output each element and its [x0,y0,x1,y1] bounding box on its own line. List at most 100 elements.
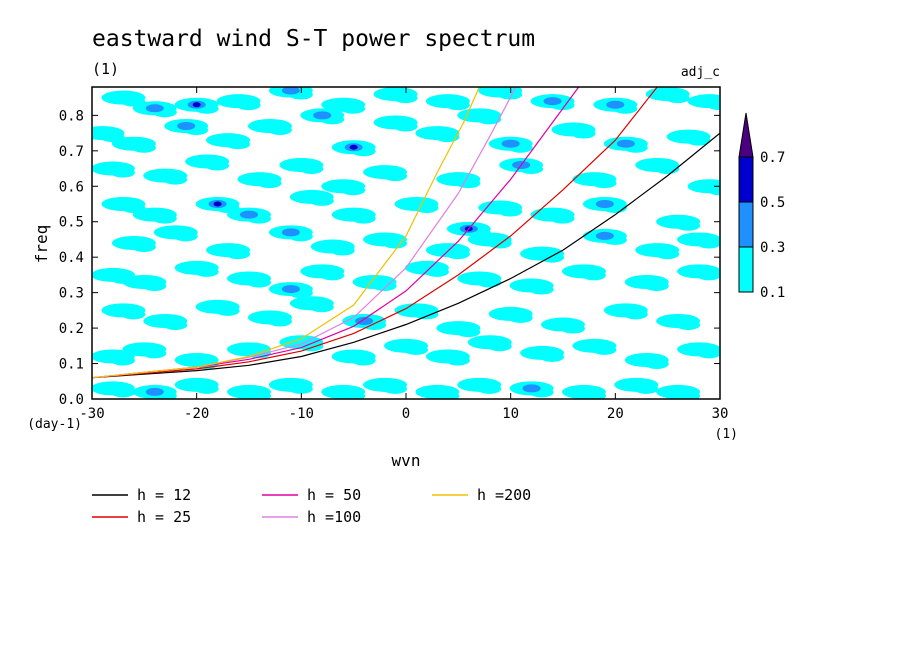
contour-blob [665,93,690,104]
contour-blob [571,128,596,139]
x-tick-label: 30 [712,406,729,422]
contour-blob [142,281,167,291]
contour-blob [508,312,533,323]
contour-blob [110,167,135,178]
contour-blob [131,142,156,153]
colorbar-segment [738,156,754,203]
dispersion-curve [92,87,580,379]
legend-label: h =100 [307,508,361,526]
contour-blob [456,327,481,338]
contour-blob-core [281,285,300,294]
contour-blob [540,351,565,362]
contour-blob-core [606,100,625,109]
contour-blob [561,323,585,334]
contour-blob [581,270,606,281]
contour-blob-core [522,384,541,393]
contour-blob-core [543,97,562,106]
contour-blob [194,383,219,394]
contour-fill-layer [92,87,720,399]
contour-blob [299,341,324,352]
contour-blob [445,355,470,366]
contour-blob [267,125,292,135]
colorbar-segment [738,246,754,293]
dispersion-curve [92,87,480,379]
colorbar-label: 0.1 [760,285,785,301]
contour-blob [581,390,606,399]
contour-blob [487,341,512,352]
contour-blob [456,178,481,189]
y-tick-label: 0.2 [59,321,84,337]
contour-blob [655,249,680,260]
y-tick-label: 0.6 [59,179,84,195]
contour-blob-peak [213,201,222,207]
contour-blob [435,132,460,143]
contour-blob [351,355,376,366]
contour-blob [383,238,408,249]
y-axis: 0.0 0.1 0.2 0.3 0.4 0.5 0.6 0.7 0.8 [59,108,720,408]
contour-blob-peak [349,144,358,150]
colorbar-label: 0.5 [760,195,785,211]
contour-blob [414,309,439,320]
contour-blob [697,270,720,281]
contour-blob [623,309,648,320]
contour-blob [644,359,669,369]
contour-blob [142,348,167,359]
contour-blob-core [281,228,300,237]
contour-blob [320,270,345,281]
x-tick-label: 20 [607,406,624,422]
contour-blob-core [313,111,332,120]
contour-blob [676,390,701,399]
chart-subtitle: (1) [92,60,119,78]
contour-blob-core [177,122,196,130]
contour-blob [163,320,188,330]
contour-blob-core [145,387,164,396]
dispersion-curve [92,87,658,379]
contour-blob [707,185,720,196]
contour-blob [257,178,282,189]
contour-blob [372,281,397,291]
chart-title: eastward wind S-T power spectrum [92,26,535,52]
contour-blob [163,174,188,185]
contour-blob [152,213,177,224]
contour-blob [330,245,355,256]
contour-blob [236,100,261,111]
y-axis-label: freq [32,225,51,264]
x-tick-label: -30 [79,406,104,422]
contour-blob-core [281,87,300,95]
legend-label: h = 12 [137,486,191,504]
x-axis-unit: (1) [715,427,738,442]
contour-blob [676,220,701,231]
colorbar-label: 0.3 [760,240,785,256]
contour-blob [247,390,271,399]
contour-blob-core [595,231,614,240]
contour-blob [707,100,720,111]
contour-blob [697,348,720,359]
contour-blob-core [501,139,520,148]
contour-blob-core [145,104,164,113]
contour-blob [194,266,219,277]
colorbar: 0.1 0.3 0.5 0.7 [738,112,785,301]
contour-blob [309,302,334,313]
contour-blob [215,305,240,316]
contour-blob [309,195,334,206]
legend-label: h =200 [477,486,531,504]
legend-label: h = 50 [307,486,361,504]
contour-blob [383,171,408,182]
contour-blob [697,238,720,249]
contour-blob [131,242,156,252]
x-axis-label: wvn [392,451,421,470]
contour-blob [550,213,575,224]
contour-blob [173,231,198,242]
contour-blob [445,100,470,111]
contour-blob [676,320,701,330]
y-tick-label: 0.8 [59,108,84,124]
contour-blob-core [595,200,614,208]
contour-blob [288,383,313,394]
contour-blob [686,135,711,146]
contour-blob [205,160,230,171]
contour-blob [445,249,470,260]
contour-blob-core [616,139,635,148]
contour-blob [404,344,428,355]
contour-blob [634,383,659,394]
